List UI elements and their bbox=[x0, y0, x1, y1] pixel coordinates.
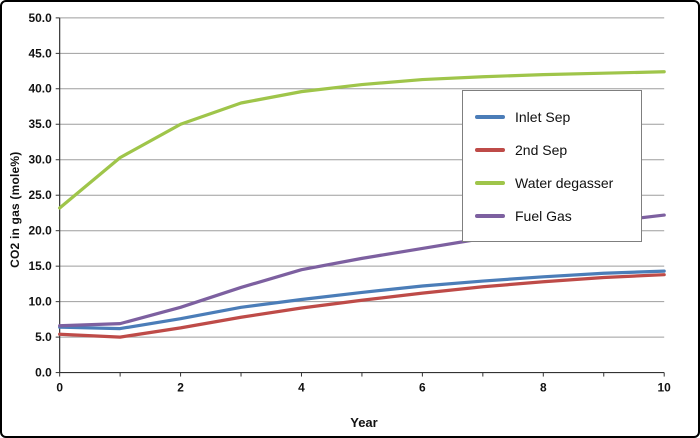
y-tick-label: 30.0 bbox=[28, 153, 52, 167]
y-tick-label: 5.0 bbox=[35, 330, 52, 344]
legend-label: Fuel Gas bbox=[515, 207, 572, 224]
legend-line-swatch-icon bbox=[475, 147, 505, 152]
x-axis-title: Year bbox=[350, 415, 378, 430]
legend-line-swatch-icon bbox=[475, 213, 505, 218]
legend-item-water-degasser[interactable]: Water degasser bbox=[475, 166, 629, 199]
x-tick-label: 10 bbox=[658, 380, 672, 394]
legend-item-2nd-sep[interactable]: 2nd Sep bbox=[475, 133, 629, 166]
x-tick-label: 6 bbox=[419, 380, 426, 394]
legend-item-inlet-sep[interactable]: Inlet Sep bbox=[475, 100, 629, 133]
legend-item-fuel-gas[interactable]: Fuel Gas bbox=[475, 199, 629, 232]
series-line-inlet-sep[interactable] bbox=[58, 269, 666, 331]
y-tick-label: 10.0 bbox=[28, 295, 52, 309]
legend-label: Water degasser bbox=[515, 174, 614, 191]
y-tick-label: 50.0 bbox=[28, 11, 52, 25]
x-tick-label: 0 bbox=[56, 380, 63, 394]
y-axis-title: CO2 in gas (mole%) bbox=[8, 151, 22, 268]
legend-label: 2nd Sep bbox=[515, 141, 568, 158]
x-tick-label: 4 bbox=[298, 380, 305, 394]
series-line-2nd-sep[interactable] bbox=[58, 273, 666, 339]
x-tick-label: 2 bbox=[177, 380, 184, 394]
y-tick-label: 15.0 bbox=[28, 259, 52, 273]
x-tick-label: 8 bbox=[540, 380, 547, 394]
y-tick-label: 20.0 bbox=[28, 224, 52, 238]
y-tick-label: 25.0 bbox=[28, 188, 52, 202]
chart-legend: Inlet Sep 2nd Sep Water degasser Fuel Ga… bbox=[462, 90, 642, 242]
series-line-water-degasser[interactable] bbox=[58, 70, 666, 210]
y-tick-label: 40.0 bbox=[28, 82, 52, 96]
y-tick-label: 45.0 bbox=[28, 46, 52, 60]
legend-line-swatch-icon bbox=[475, 114, 505, 119]
y-tick-label: 0.0 bbox=[35, 366, 52, 380]
legend-label: Inlet Sep bbox=[515, 108, 571, 125]
legend-line-swatch-icon bbox=[475, 180, 505, 185]
y-tick-label: 35.0 bbox=[28, 117, 52, 131]
